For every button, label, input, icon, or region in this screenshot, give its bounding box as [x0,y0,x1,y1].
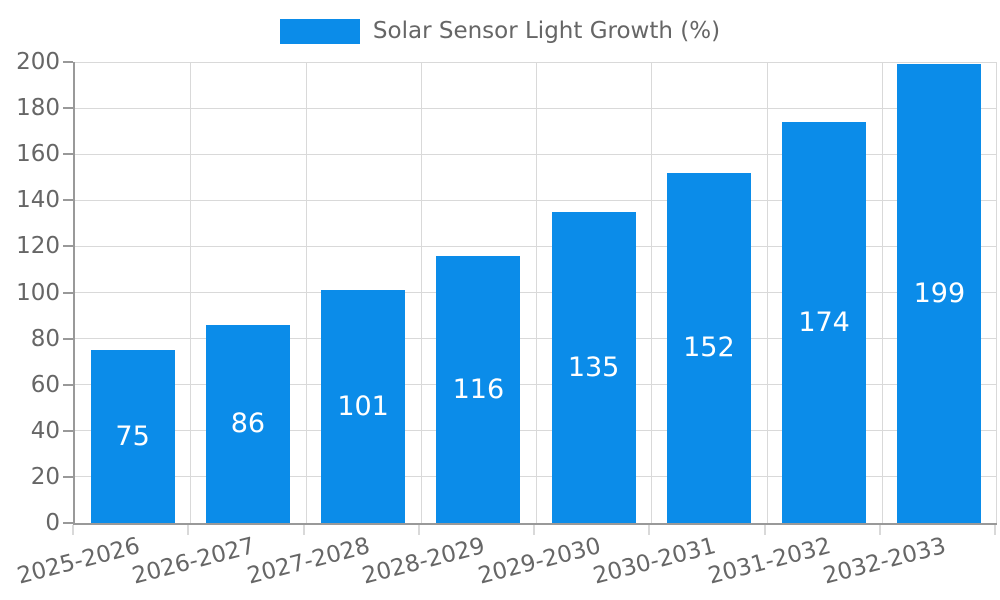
bar-value-label: 152 [683,332,735,364]
y-tick-label: 80 [30,325,60,352]
bar-value-label: 199 [913,278,966,310]
gridline-vertical [305,62,307,523]
bar-value-label: 101 [337,391,389,423]
gridline-vertical [881,62,883,523]
bar: 116 [436,255,521,523]
y-tick-label: 160 [16,141,60,168]
gridline-vertical [651,62,653,523]
x-tick-label: 2026-2027 [129,533,258,590]
legend: Solar Sensor Light Growth (%) [0,18,1000,44]
y-axis-tick [63,475,73,478]
x-tick-label: 2030-2031 [590,533,719,590]
bar: 86 [205,324,290,523]
bar-value-label: 174 [798,306,850,338]
y-tick-label: 180 [16,95,60,122]
y-axis-tick [63,291,73,294]
x-tick-label: 2029-2030 [475,533,604,590]
bar-value-label: 135 [567,351,620,383]
y-axis-tick [63,107,73,110]
plot-area: 75 86 101 116 135 152 174 199 [73,61,997,525]
y-tick-label: 40 [30,417,60,444]
x-axis-tick [417,525,420,535]
x-axis-tick [763,525,766,535]
y-axis-tick [63,61,73,63]
y-tick-label: 60 [30,371,60,398]
legend-label: Solar Sensor Light Growth (%) [372,18,721,44]
y-axis-tick [63,199,73,202]
x-tick-label: 2027-2028 [244,533,373,590]
y-tick-label: 200 [16,49,60,75]
y-axis-tick [63,153,73,156]
y-axis-labels: 0 20 40 60 80 100 120 140 160 180 200 [0,49,60,536]
x-tick-label: 2025-2026 [14,533,143,590]
y-axis-tick [63,522,73,524]
x-axis-tick [533,525,535,535]
y-axis-tick [63,383,73,386]
x-tick-label: 2031-2032 [705,533,834,590]
x-axis-tick [878,525,881,535]
bar: 135 [551,211,636,523]
bar: 152 [666,172,751,523]
bar: 101 [321,290,406,523]
bar-value-label: 86 [230,408,266,440]
y-tick-label: 120 [16,233,60,260]
bar-value-label: 75 [115,421,150,453]
y-tick-label: 100 [16,279,60,306]
y-axis-tick [63,245,73,248]
gridline-vertical [190,62,192,523]
bar: 75 [90,350,175,523]
gridline-vertical [996,62,997,523]
bar: 174 [782,121,867,523]
gridline-vertical [536,62,537,523]
x-axis-tick [994,525,996,535]
y-axis-tick [63,429,73,432]
bar: 199 [897,64,982,523]
gridline-vertical [766,62,768,523]
x-axis-tick [302,525,305,535]
x-axis-tick [72,525,74,535]
x-axis-tick [648,525,651,535]
y-tick-label: 20 [30,463,60,490]
y-tick-label: 140 [16,187,60,214]
y-tick-label: 0 [45,510,60,536]
legend-swatch [279,18,360,44]
x-tick-label: 2028-2029 [360,533,488,590]
x-tick-label: 2032-2033 [821,533,949,590]
gridline-vertical [420,62,422,523]
x-axis-tick [187,525,190,535]
y-axis-tick [63,337,73,340]
bar-value-label: 116 [452,373,505,405]
